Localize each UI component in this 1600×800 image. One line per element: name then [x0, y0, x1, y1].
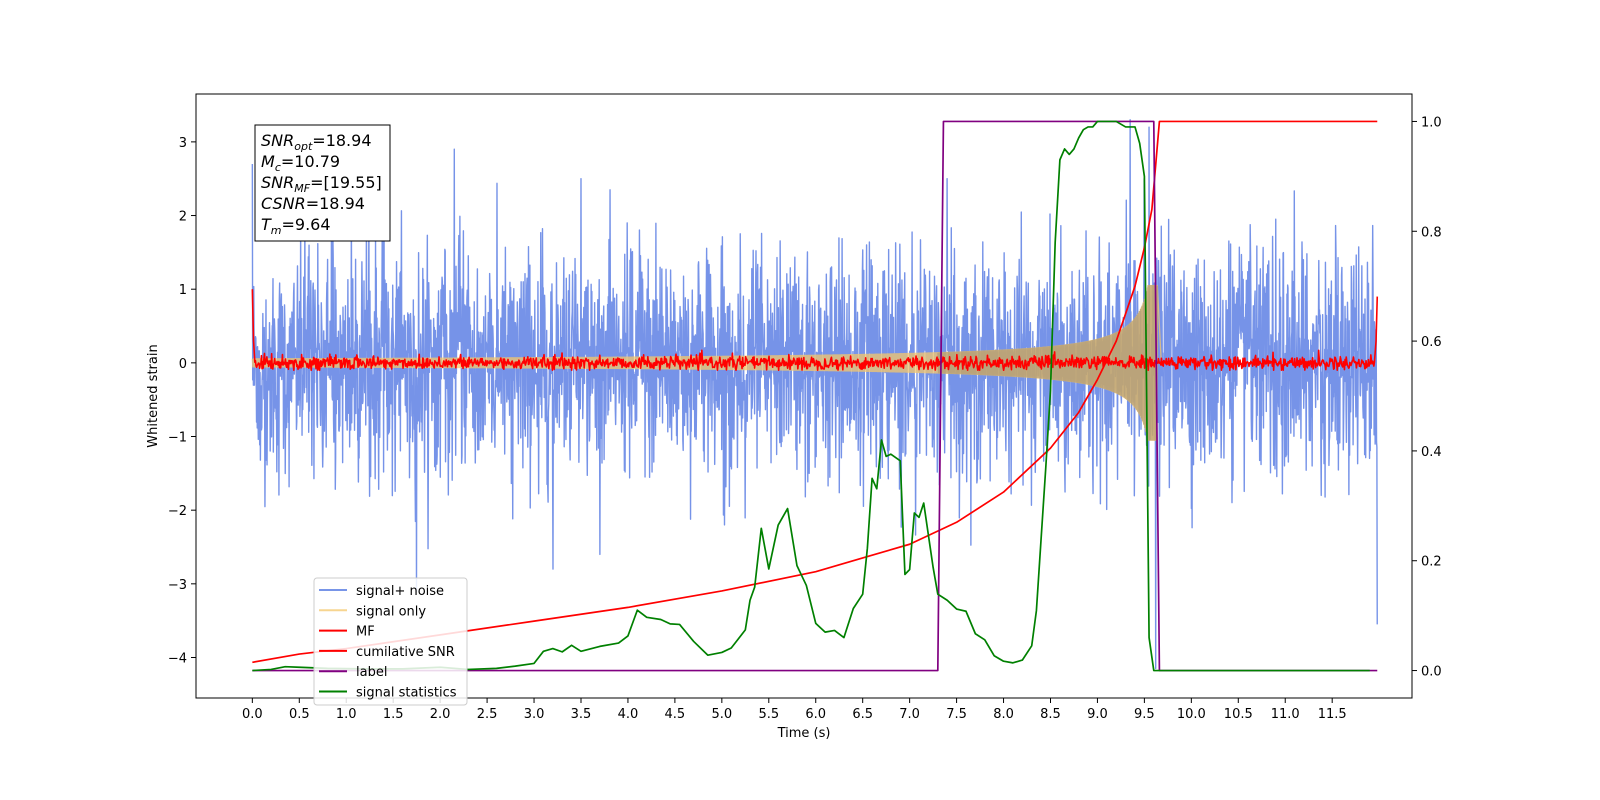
x-tick-label: 2.5	[477, 707, 498, 722]
annotation-symbol: SNR	[261, 173, 294, 192]
y-tick-label: −4	[168, 651, 187, 666]
annotation-value: =18.94	[306, 194, 365, 213]
x-tick-label: 11.5	[1318, 707, 1347, 722]
x-tick-label: 9.5	[1134, 707, 1155, 722]
annotation-value: =[19.55]	[310, 173, 382, 192]
x-tick-label: 6.5	[852, 707, 873, 722]
y-tick-label: −1	[168, 431, 187, 446]
y-axis-label: Whitened strain	[146, 344, 161, 447]
series-layer	[251, 119, 1379, 672]
x-tick-label: 9.0	[1087, 707, 1108, 722]
y2-tick-label: 1.0	[1421, 115, 1442, 130]
legend-frame	[313, 577, 468, 706]
annotation-subscript: c	[275, 161, 281, 174]
legend: signal+ noise signal only MF cumilative SNR…	[313, 577, 468, 706]
x-tick-label: 1.0	[336, 707, 357, 722]
legend-label: MF	[356, 625, 375, 640]
annotation-symbol: T	[261, 215, 272, 234]
x-tick-label: 4.0	[618, 707, 639, 722]
annotation-subscript: opt	[294, 140, 313, 153]
y2-tick-label: 0.4	[1421, 445, 1442, 460]
x-tick-label: 6.0	[805, 707, 826, 722]
x-tick-label: 8.5	[1040, 707, 1061, 722]
x-tick-label: 4.5	[665, 707, 686, 722]
annotation-symbol: CSNR	[261, 194, 306, 213]
x-tick-label: 7.5	[946, 707, 967, 722]
y2-tick-label: 0.0	[1421, 665, 1442, 680]
y-tick-label: 3	[179, 136, 187, 151]
y2-tick-label: 0.8	[1421, 225, 1442, 240]
y-tick-label: 2	[179, 210, 187, 225]
x-tick-label: 10.0	[1177, 707, 1206, 722]
x-tick-label: 11.0	[1271, 707, 1300, 722]
x-tick-label: 5.0	[711, 707, 732, 722]
annotation-subscript: MF	[294, 182, 310, 195]
x-tick-label: 5.5	[758, 707, 779, 722]
legend-label: label	[356, 665, 387, 680]
annotation-line: SNRMF=[19.55]	[261, 173, 382, 195]
legend-label: signal only	[356, 604, 426, 619]
y2-tick-label: 0.6	[1421, 335, 1442, 350]
annotation-line: CSNR=18.94	[261, 194, 365, 213]
x-tick-label: 0.5	[289, 707, 310, 722]
plot-frame	[195, 93, 1413, 699]
annotation-symbol: SNR	[261, 131, 294, 150]
x-tick-label: 0.0	[242, 707, 263, 722]
annotation-value: =18.94	[312, 131, 371, 150]
annotation-box: SNRopt=18.94Mc=10.79SNRMF=[19.55]CSNR=18…	[254, 124, 391, 242]
annotation-line: Mc=10.79	[261, 152, 340, 174]
series-signal-only-overlap	[937, 284, 1158, 441]
legend-label: cumilative SNR	[356, 645, 455, 660]
x-tick-label: 10.5	[1224, 707, 1253, 722]
series-signal-noise	[251, 119, 1378, 670]
y-tick-label: −3	[168, 578, 187, 593]
annotation-value: =10.79	[281, 152, 340, 171]
x-tick-label: 3.5	[571, 707, 592, 722]
legend-label: signal statistics	[356, 686, 457, 701]
axes-layer: 0.0 0.5 1.0 1.5 2.0 2.5 3.0 3.5 4.0 4.5 5.0 5.5 6.0 6…	[168, 115, 1442, 722]
x-tick-label: 3.0	[524, 707, 545, 722]
x-tick-label: 7.0	[899, 707, 920, 722]
annotation-frame	[254, 124, 391, 242]
y-tick-label: 0	[179, 357, 187, 372]
y2-tick-label: 0.2	[1421, 555, 1442, 570]
annotation-subscript: m	[271, 224, 282, 237]
legend-label: signal+ noise	[356, 584, 444, 599]
x-tick-label: 8.0	[993, 707, 1014, 722]
x-axis-label: Time (s)	[777, 726, 831, 741]
series-mf	[251, 289, 1379, 372]
annotation-line: SNRopt=18.94	[261, 131, 372, 153]
x-tick-label: 1.5	[383, 707, 404, 722]
series-cumilative-snr	[252, 120, 1378, 664]
x-tick-label: 2.0	[430, 707, 451, 722]
y-tick-label: 1	[179, 283, 187, 298]
y-tick-label: −2	[168, 504, 187, 519]
annotation-value: =9.64	[282, 215, 331, 234]
annotation-line: Tm=9.64	[261, 215, 331, 237]
annotation-symbol: M	[261, 152, 275, 171]
series-signal-statistics	[252, 120, 1370, 672]
